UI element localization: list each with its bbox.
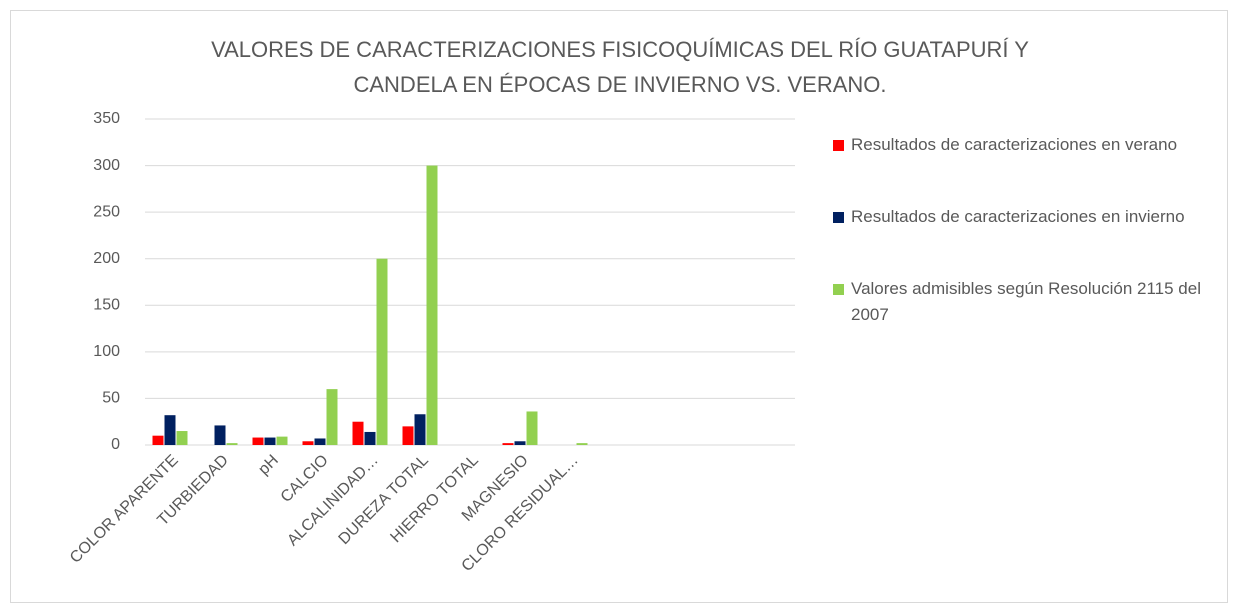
bar bbox=[502, 443, 514, 445]
bar bbox=[164, 415, 176, 445]
x-tick-label: HIERRO TOTAL bbox=[387, 452, 481, 546]
legend-entry: Resultados de caracterizaciones en invie… bbox=[833, 204, 1223, 230]
y-tick-label: 150 bbox=[93, 297, 120, 314]
bar bbox=[414, 414, 426, 445]
bar bbox=[402, 426, 414, 445]
bar bbox=[276, 436, 288, 445]
legend-entry: Resultados de caracterizaciones en veran… bbox=[833, 132, 1223, 158]
bar bbox=[264, 437, 276, 445]
bar bbox=[514, 441, 526, 445]
bar bbox=[252, 437, 264, 445]
legend-label: Resultados de caracterizaciones en veran… bbox=[851, 135, 1178, 154]
y-tick-label: 50 bbox=[102, 390, 120, 407]
y-tick-label: 300 bbox=[93, 157, 120, 174]
bar bbox=[576, 443, 588, 445]
bar bbox=[226, 443, 238, 445]
legend-label: Resultados de caracterizaciones en invie… bbox=[851, 207, 1185, 226]
bar bbox=[526, 411, 538, 445]
legend-swatch bbox=[833, 284, 844, 295]
bar bbox=[326, 389, 338, 445]
y-tick-label: 0 bbox=[111, 436, 120, 453]
legend-entry: Valores admisibles según Resolución 2115… bbox=[833, 276, 1223, 328]
bar bbox=[352, 421, 364, 445]
y-tick-label: 250 bbox=[93, 203, 120, 220]
bar bbox=[314, 438, 326, 445]
bar bbox=[176, 431, 188, 445]
x-tick-label: pH bbox=[255, 452, 281, 478]
x-tick-label: DUREZA TOTAL bbox=[336, 452, 432, 548]
bar bbox=[302, 441, 314, 445]
bar bbox=[426, 165, 438, 446]
bar bbox=[152, 435, 164, 445]
y-tick-label: 350 bbox=[93, 110, 120, 127]
chart-border bbox=[10, 10, 1228, 603]
chart-title: VALORES DE CARACTERIZACIONES FISICOQUÍMI… bbox=[211, 37, 1029, 97]
y-tick-label: 100 bbox=[93, 343, 120, 360]
legend-swatch bbox=[833, 140, 844, 151]
bar bbox=[364, 431, 376, 445]
x-tick-label: ALCALINIDAD… bbox=[284, 452, 382, 550]
bar bbox=[376, 258, 388, 445]
legend-swatch bbox=[833, 212, 844, 223]
y-tick-label: 200 bbox=[93, 250, 120, 267]
legend-label: Valores admisibles según Resolución 2115… bbox=[851, 279, 1201, 324]
bar bbox=[214, 425, 226, 445]
